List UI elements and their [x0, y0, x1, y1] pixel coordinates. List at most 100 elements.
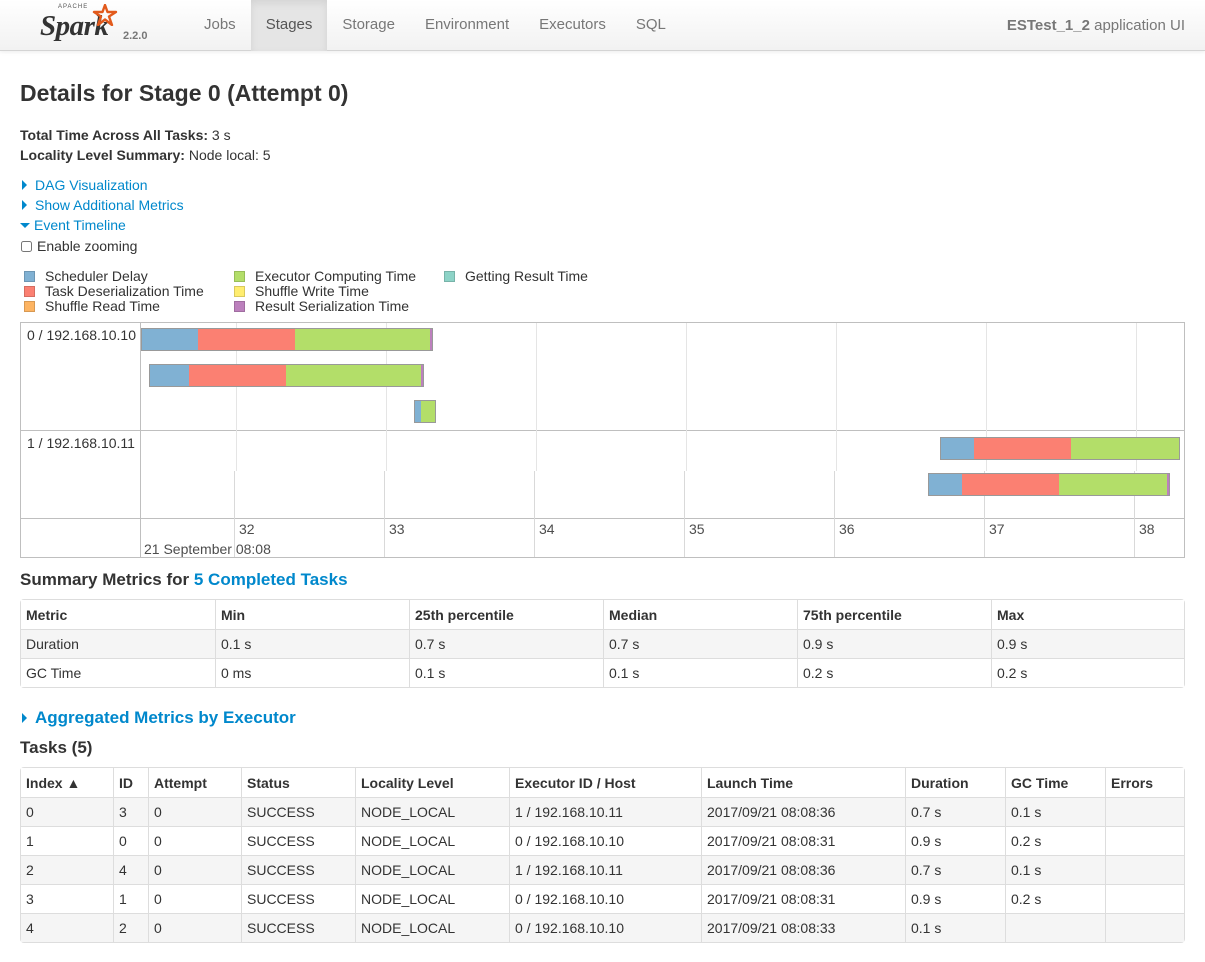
legend-swatch: [234, 286, 245, 297]
tasks-title: Tasks (5): [20, 738, 93, 757]
dag-visualization-toggle[interactable]: DAG Visualization: [20, 177, 148, 193]
nav-tab-executors[interactable]: Executors: [539, 16, 606, 33]
event-timeline-toggle[interactable]: Event Timeline: [20, 217, 126, 233]
axis-tick-label: 33: [389, 521, 405, 537]
legend-swatch: [444, 271, 455, 282]
table-cell: 1 / 192.168.10.11: [509, 797, 701, 826]
column-header[interactable]: GC Time: [1005, 768, 1105, 797]
task-segment: [1071, 438, 1179, 459]
nav-tab-stages[interactable]: Stages: [250, 0, 328, 51]
table-cell: 0 / 192.168.10.10: [509, 884, 701, 913]
spark-logo[interactable]: APACHE Spark 2.2.0: [40, 2, 152, 48]
column-header[interactable]: Metric: [21, 600, 215, 629]
column-header[interactable]: 75th percentile: [797, 600, 991, 629]
total-time-label: Total Time Across All Tasks:: [20, 127, 209, 143]
expand-arrow-icon: [22, 180, 27, 190]
table-cell: SUCCESS: [241, 855, 355, 884]
table-cell: 0.1 s: [603, 658, 797, 687]
table-cell: 0: [21, 797, 113, 826]
page-title: Details for Stage 0 (Attempt 0): [20, 80, 349, 106]
column-header[interactable]: Duration: [905, 768, 1005, 797]
total-time-value: 3 s: [211, 127, 231, 143]
nav-tab-sql[interactable]: SQL: [635, 16, 666, 33]
task-segment: [189, 365, 286, 386]
grid-line: [1136, 323, 1137, 471]
legend-label: Result Serialization Time: [255, 298, 410, 314]
task-segment: [1059, 474, 1167, 495]
axis-separator: [21, 518, 1184, 519]
task-bar[interactable]: [928, 473, 1170, 496]
column-header[interactable]: Locality Level: [355, 768, 509, 797]
legend-label: Shuffle Read Time: [45, 298, 160, 314]
grid-line: [386, 323, 387, 471]
grid-line: [686, 323, 687, 471]
table-cell: [1005, 913, 1105, 942]
legend-label: Scheduler Delay: [45, 268, 148, 284]
column-header[interactable]: Status: [241, 768, 355, 797]
locality-summary-line: Locality Level Summary: Node local: 5: [20, 147, 271, 163]
table-cell: 0.9 s: [905, 884, 1005, 913]
table-cell: NODE_LOCAL: [355, 913, 509, 942]
table-cell: 0.1 s: [409, 658, 603, 687]
aggregated-metrics-label: Aggregated Metrics by Executor: [35, 708, 296, 727]
enable-zooming-checkbox[interactable]: [21, 241, 32, 252]
logo-apache-text: APACHE: [58, 4, 89, 10]
table-cell: 0 / 192.168.10.10: [509, 826, 701, 855]
table-cell: 0.9 s: [991, 629, 1184, 658]
column-header[interactable]: Launch Time: [701, 768, 905, 797]
nav-tab-environment[interactable]: Environment: [424, 16, 510, 33]
table-cell: 0: [148, 797, 241, 826]
additional-metrics-toggle[interactable]: Show Additional Metrics: [20, 197, 184, 213]
column-header[interactable]: Index ▲: [21, 768, 113, 797]
tasks-table: Index ▲ ID Attempt Status Locality Level Exec…: [20, 767, 1185, 943]
grid-line: [534, 471, 535, 557]
table-cell: 0.1 s: [215, 629, 409, 658]
table-cell: 0 ms: [215, 658, 409, 687]
table-cell: [1105, 884, 1184, 913]
column-header[interactable]: ID: [113, 768, 148, 797]
task-bar[interactable]: [940, 437, 1180, 460]
nav-tab-storage[interactable]: Storage: [342, 16, 395, 33]
aggregated-metrics-toggle[interactable]: Aggregated Metrics by Executor: [20, 708, 296, 728]
table-header-row: Index ▲ ID Attempt Status Locality Level Exec…: [21, 768, 1184, 797]
task-segment: [198, 329, 295, 350]
axis-tick-label: 32: [239, 521, 255, 537]
grid-line: [234, 471, 235, 557]
column-header[interactable]: Executor ID / Host: [509, 768, 701, 797]
table-cell: 1: [21, 826, 113, 855]
nav-tab-jobs[interactable]: Jobs: [204, 16, 236, 33]
table-cell: 0: [148, 884, 241, 913]
table-cell: SUCCESS: [241, 826, 355, 855]
column-header[interactable]: Min: [215, 600, 409, 629]
axis-tick-label: 36: [839, 521, 855, 537]
table-cell: NODE_LOCAL: [355, 884, 509, 913]
axis-tick-label: 35: [689, 521, 705, 537]
table-row: 4 2 0 SUCCESS NODE_LOCAL 0 / 192.168.10.10 201…: [21, 913, 1184, 942]
table-cell: [1105, 826, 1184, 855]
enable-zooming-label: Enable zooming: [37, 238, 138, 254]
table-cell: 3: [21, 884, 113, 913]
table-row: 1 0 0 SUCCESS NODE_LOCAL 0 / 192.168.10.10 201…: [21, 826, 1184, 855]
task-segment: [142, 329, 198, 350]
event-timeline[interactable]: 0 / 192.168.10.10 1 / 192.168.10.11 32 33…: [20, 322, 1185, 558]
task-bar[interactable]: [141, 328, 433, 351]
table-cell: 0.2 s: [1005, 826, 1105, 855]
table-cell: 0: [148, 826, 241, 855]
table-cell: 0.9 s: [905, 826, 1005, 855]
collapse-arrow-icon: [20, 223, 30, 228]
column-header[interactable]: Max: [991, 600, 1184, 629]
table-cell: SUCCESS: [241, 913, 355, 942]
task-bar[interactable]: [414, 400, 436, 423]
grid-line: [986, 323, 987, 471]
column-header[interactable]: Attempt: [148, 768, 241, 797]
task-segment: [430, 329, 432, 350]
column-header[interactable]: Median: [603, 600, 797, 629]
completed-tasks-link[interactable]: 5 Completed Tasks: [193, 570, 348, 589]
axis-tick-label: 37: [989, 521, 1005, 537]
table-cell: 0.7 s: [603, 629, 797, 658]
event-timeline-label: Event Timeline: [34, 217, 126, 233]
column-header[interactable]: Errors: [1105, 768, 1184, 797]
column-header[interactable]: 25th percentile: [409, 600, 603, 629]
table-cell: 0.7 s: [905, 797, 1005, 826]
task-bar[interactable]: [149, 364, 424, 387]
